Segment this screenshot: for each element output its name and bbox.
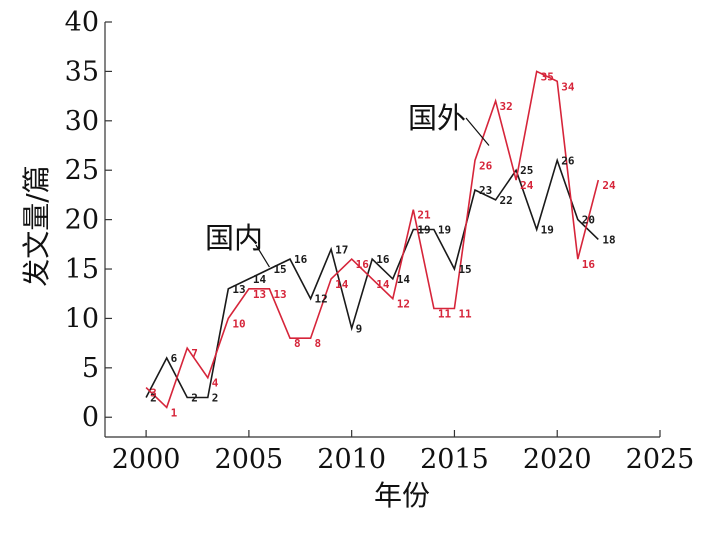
- data-label: 24: [602, 179, 616, 192]
- y-tick-label: 25: [65, 155, 99, 186]
- data-label: 13: [253, 288, 266, 301]
- data-label: 34: [561, 80, 575, 93]
- data-label: 6: [171, 352, 178, 365]
- y-tick-label: 30: [65, 106, 99, 137]
- data-label: 13: [232, 283, 245, 296]
- data-label: 19: [417, 224, 430, 237]
- y-tick-label: 10: [65, 303, 99, 334]
- x-tick-label: 2025: [626, 444, 695, 475]
- x-tick-label: 2010: [317, 444, 386, 475]
- x-tick-label: 2000: [112, 444, 181, 475]
- data-label: 11: [438, 308, 452, 321]
- data-label: 10: [232, 317, 245, 330]
- data-label: 26: [561, 154, 575, 167]
- data-label: 35: [541, 70, 554, 83]
- data-label: 23: [479, 184, 492, 197]
- x-axis-title: 年份: [374, 479, 430, 512]
- data-label: 16: [582, 258, 596, 271]
- y-tick-label: 20: [65, 205, 99, 236]
- data-label: 14: [376, 278, 390, 291]
- y-axis-title: 发文量/篇: [20, 165, 53, 286]
- data-label: 12: [315, 293, 328, 306]
- data-label: 16: [294, 253, 308, 266]
- y-tick-label: 40: [65, 7, 99, 38]
- data-label: 15: [458, 263, 471, 276]
- data-label: 24: [520, 179, 534, 192]
- data-label: 20: [582, 214, 595, 227]
- data-label: 8: [315, 337, 322, 350]
- leader-line: [465, 117, 490, 146]
- series-line-0: [145, 157, 599, 399]
- y-tick-label: 35: [65, 56, 99, 87]
- data-label: 2: [150, 391, 157, 404]
- series-annotation-domestic: 国内: [205, 221, 263, 255]
- data-label: 2: [212, 391, 219, 404]
- data-label: 32: [500, 100, 513, 113]
- data-label: 15: [273, 263, 286, 276]
- data-label: 17: [335, 243, 348, 256]
- data-label: 9: [356, 322, 363, 335]
- data-label: 4: [212, 377, 219, 390]
- data-label: 18: [602, 233, 615, 246]
- data-label: 13: [273, 288, 286, 301]
- leader-line: [255, 244, 270, 268]
- data-label: 12: [397, 298, 410, 311]
- data-label: 25: [520, 164, 533, 177]
- x-tick-label: 2020: [523, 444, 592, 475]
- data-label: 21: [417, 209, 431, 222]
- data-label: 14: [397, 273, 411, 286]
- data-label: 2: [191, 391, 198, 404]
- data-label: 22: [500, 194, 513, 207]
- y-tick-label: 15: [65, 254, 99, 285]
- x-tick-label: 2005: [215, 444, 284, 475]
- series-annotation-foreign: 国外: [408, 101, 466, 135]
- data-label: 1: [171, 406, 178, 419]
- data-label: 7: [191, 347, 198, 360]
- data-label: 16: [376, 253, 390, 266]
- data-label: 11: [458, 308, 472, 321]
- series-annotations: 国内 国外: [205, 101, 490, 268]
- x-tick-label: 2015: [420, 444, 489, 475]
- data-label: 14: [335, 278, 349, 291]
- y-tick-label: 0: [82, 402, 99, 433]
- y-tick-label: 5: [82, 353, 99, 384]
- data-label: 16: [356, 258, 370, 271]
- data-label: 14: [253, 273, 267, 286]
- data-label: 19: [438, 224, 451, 237]
- series-lines: [145, 70, 600, 409]
- data-label: 19: [541, 224, 554, 237]
- data-label: 8: [294, 337, 301, 350]
- series-line-1: [145, 70, 600, 409]
- data-label: 26: [479, 159, 493, 172]
- data-label: 3: [150, 387, 157, 400]
